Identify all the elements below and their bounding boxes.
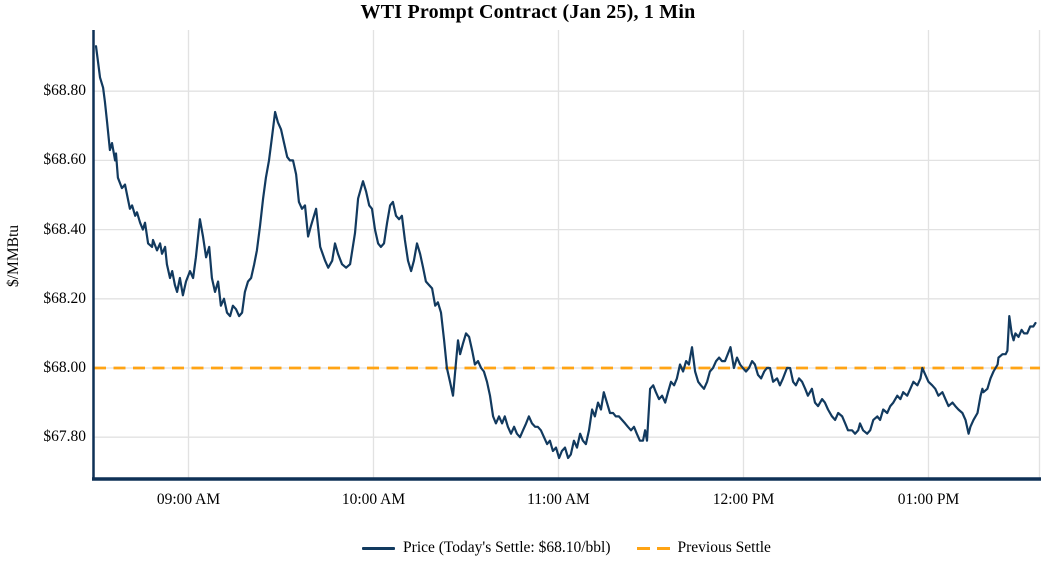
y-tick-label: $68.60 [43, 151, 86, 169]
legend: Price (Today's Settle: $68.10/bbl) Previ… [93, 538, 1040, 558]
y-tick-label: $68.20 [43, 289, 86, 307]
x-tick-label: 01:00 PM [897, 491, 960, 508]
y-tick-label: $67.80 [43, 428, 86, 446]
x-tick-label: 10:00 AM [341, 491, 406, 508]
y-tick-label: $68.80 [43, 82, 86, 100]
chart-title: WTI Prompt Contract (Jan 25), 1 Min [360, 1, 696, 23]
price-line-swatch [362, 546, 396, 550]
x-tick-label: 11:00 AM [527, 491, 590, 508]
x-tick-label: 12:00 PM [712, 491, 775, 508]
legend-prev-settle-label: Previous Settle [677, 539, 771, 556]
grid-layer [93, 30, 1041, 478]
price-line [94, 45, 1037, 460]
x-tick-label: 09:00 AM [156, 491, 221, 508]
previous-settle-swatch [636, 546, 670, 550]
y-tick-label: $68.00 [43, 359, 86, 376]
y-tick-label: $68.40 [43, 220, 86, 238]
legend-price-label: Price (Today's Settle: $68.10/bbl) [403, 539, 611, 556]
